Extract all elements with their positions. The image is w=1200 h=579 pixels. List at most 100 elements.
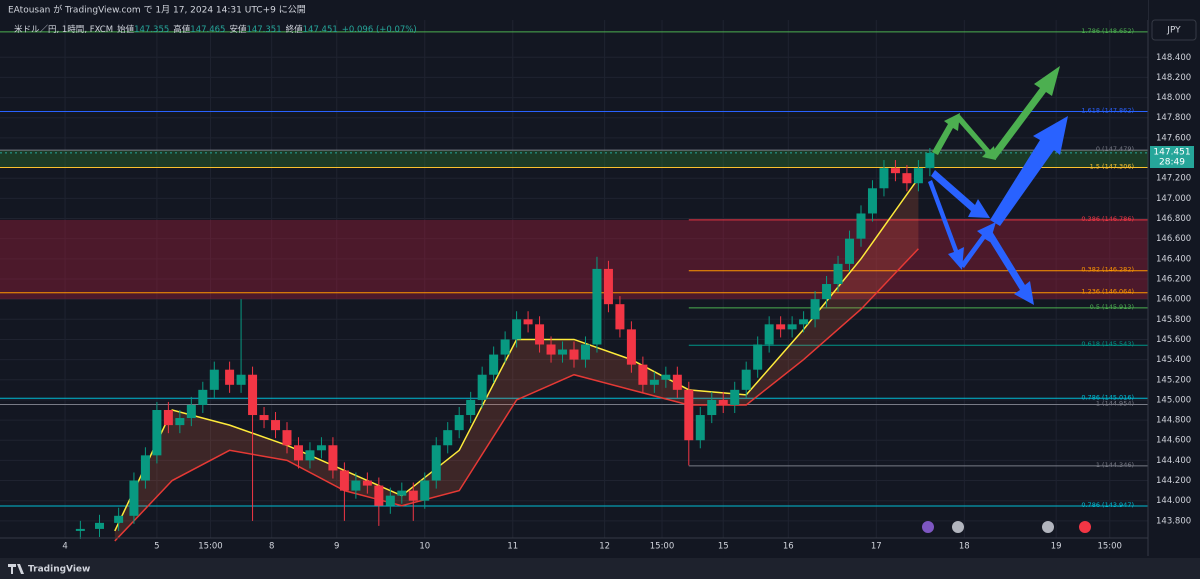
x-tick-label: 11 — [507, 542, 518, 552]
legend-label: 終値 — [286, 24, 304, 35]
blue-arrow — [931, 170, 990, 218]
candle-body — [94, 522, 104, 529]
y-tick-label: 145.800 — [1156, 315, 1191, 325]
legend-label: 高値 — [173, 24, 191, 35]
fib-label: 0.786 (143.947) — [1081, 501, 1134, 509]
logo — [8, 564, 24, 574]
fib-label: 0.5 (145.913) — [1090, 303, 1134, 311]
event-icon — [952, 521, 964, 533]
candle-body — [385, 495, 395, 506]
fib-label: 0.382 (146.282) — [1081, 266, 1134, 274]
candle-body — [810, 299, 820, 320]
publisher-header: EAtousan が TradingView.com で 1月 17, 2024… — [8, 4, 306, 16]
ribbon-fill — [114, 178, 919, 542]
y-tick-label: 145.400 — [1156, 355, 1191, 365]
candle-body — [925, 153, 935, 169]
candle-body — [500, 339, 510, 355]
y-tick-label: 145.000 — [1156, 395, 1191, 405]
legend-value: 147.351 — [246, 25, 281, 35]
candle-body — [129, 480, 139, 516]
fib-label: 1.786 (148.652) — [1081, 27, 1134, 35]
candle-body — [753, 344, 763, 370]
candle-body — [684, 389, 694, 441]
candle-body — [225, 369, 235, 385]
candle-body — [271, 420, 281, 431]
candle-body — [282, 430, 292, 446]
candle-body — [477, 374, 487, 400]
y-tick-label: 144.000 — [1156, 496, 1191, 506]
candle-body — [420, 480, 430, 501]
last-price-badge — [1150, 146, 1194, 168]
candle-body — [236, 374, 246, 385]
footer-brand: TradingView — [28, 565, 90, 575]
blue-arrow — [984, 228, 1034, 305]
candle-body — [140, 455, 150, 481]
candle-body — [856, 213, 866, 239]
y-tick-label: 144.200 — [1156, 476, 1191, 486]
forecast-arrows — [928, 66, 1068, 305]
candle-body — [454, 415, 464, 431]
candle-body — [535, 324, 545, 345]
candle-body — [661, 374, 671, 380]
fib-label: 1 (144.346) — [1096, 461, 1134, 469]
candle-body — [603, 268, 613, 305]
green-arrow — [990, 66, 1060, 159]
candle-body — [707, 399, 717, 416]
price-zone — [0, 219, 1148, 300]
candle-body — [649, 379, 659, 385]
event-icons — [922, 521, 1091, 533]
x-tick-label: 12 — [599, 542, 610, 552]
x-tick-label: 15 — [718, 542, 729, 552]
y-tick-label: 146.400 — [1156, 254, 1191, 264]
candle-body — [822, 284, 832, 300]
fib-label: 0.386 (146.786) — [1081, 215, 1134, 223]
candle-body — [248, 374, 258, 416]
candle-body — [339, 470, 349, 491]
candle-body — [867, 188, 877, 214]
candle-body — [787, 324, 797, 330]
x-tick-label: 4 — [62, 542, 67, 552]
candle-body — [466, 399, 476, 416]
y-tick-label: 145.600 — [1156, 335, 1191, 345]
candle-body — [293, 445, 303, 461]
ribbon-line — [114, 248, 919, 542]
currency: JPY — [1166, 26, 1181, 36]
legend-value: 147.451 — [303, 25, 338, 35]
candle-body — [408, 490, 418, 501]
candle-body — [569, 349, 579, 360]
candle-layer — [75, 147, 935, 539]
axis-layer: 143.800 144.000 144.200 144.400 144.600 144.8… — [62, 53, 1191, 552]
candle-body — [328, 445, 338, 471]
candle-body — [523, 319, 533, 325]
candle-body — [879, 168, 889, 189]
y-tick-label: 148.400 — [1156, 53, 1191, 63]
fib-label: 0.618 (145.543) — [1081, 340, 1134, 348]
fib-label: 0.786 (145.016) — [1081, 393, 1134, 401]
y-tick-label: 145.200 — [1156, 375, 1191, 385]
y-tick-label: 147.200 — [1156, 174, 1191, 184]
candle-body — [558, 349, 568, 355]
legend-label: 始値 — [117, 24, 135, 35]
x-tick-label: 8 — [269, 542, 274, 552]
legend-value: 147.355 — [134, 25, 169, 35]
legend-change: +0.096 (+0.07%) — [342, 25, 417, 35]
candle-body — [913, 168, 923, 184]
candle-body — [580, 344, 590, 360]
fib-label: 1 (144.954) — [1096, 400, 1134, 408]
candle-body — [489, 354, 499, 375]
event-icon — [1042, 521, 1054, 533]
y-tick-label: 146.000 — [1156, 295, 1191, 305]
candle-body — [546, 344, 556, 355]
y-tick-label: 144.400 — [1156, 456, 1191, 466]
y-tick-label: 147.000 — [1156, 194, 1191, 204]
candle-body — [374, 485, 384, 506]
legend-symbol: 米ドル／円, 1時間, FXCM — [14, 24, 113, 35]
x-tick-label: 9 — [334, 542, 339, 552]
candle-body — [152, 409, 162, 456]
candle-body — [638, 364, 648, 385]
legend-value: 147.465 — [190, 25, 225, 35]
footer-bar — [0, 558, 1200, 579]
x-tick-label: 18 — [959, 542, 970, 552]
blue-arrow — [990, 116, 1068, 226]
